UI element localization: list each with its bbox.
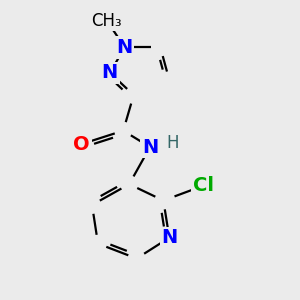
Text: N: N [142, 137, 158, 157]
Text: H: H [166, 134, 178, 152]
Text: N: N [117, 38, 133, 57]
Text: N: N [102, 63, 118, 82]
Text: N: N [161, 228, 177, 247]
Text: O: O [73, 135, 90, 154]
Text: Cl: Cl [193, 176, 214, 195]
Text: CH₃: CH₃ [92, 12, 122, 30]
